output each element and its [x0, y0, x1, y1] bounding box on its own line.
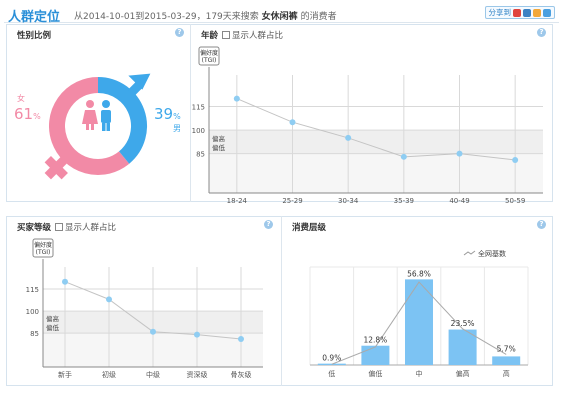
high-label: 偏高	[212, 134, 226, 143]
x-tick-label: 40-49	[449, 197, 469, 203]
x-tick-label: 中	[416, 369, 423, 378]
x-tick-label: 25-29	[282, 197, 302, 203]
y-tick-label: 100	[26, 308, 39, 316]
x-tick-label: 偏低	[368, 369, 382, 378]
tgi-axis-label: 偏好度	[200, 49, 218, 57]
tgi-axis-label: (TGI)	[36, 249, 51, 256]
y-tick-label: 100	[192, 127, 205, 135]
male-ring	[97, 77, 147, 164]
x-tick-label: 资深级	[187, 370, 208, 379]
low-label: 偏低	[46, 323, 60, 332]
female-ring	[49, 77, 130, 175]
legend: 全网基数	[463, 249, 506, 258]
data-point[interactable]	[400, 153, 407, 160]
help-icon[interactable]: ?	[264, 220, 273, 229]
tgi-axis-label: 偏好度	[34, 241, 52, 249]
bar-value-label: 23.5%	[451, 319, 475, 328]
tencent-weibo-icon[interactable]	[533, 8, 541, 17]
bar-value-label: 5.7%	[497, 344, 516, 353]
data-point[interactable]	[62, 278, 68, 285]
bar-value-label: 12.8%	[363, 336, 387, 345]
gender-panel: 性别比例 ? 女 61% 39% 男	[6, 24, 190, 202]
tgi-normal-band	[209, 130, 543, 154]
page-title: 人群定位	[8, 10, 61, 25]
help-icon[interactable]: ?	[537, 28, 546, 37]
female-person-icon	[82, 100, 98, 130]
legend-line-icon	[463, 250, 476, 256]
y-tick-label: 85	[30, 330, 39, 338]
y-tick-label: 115	[26, 286, 39, 294]
y-tick-label: 115	[192, 103, 205, 111]
help-icon[interactable]: ?	[537, 220, 546, 229]
legend-label: 全网基数	[478, 249, 506, 258]
share-bar[interactable]: 分享到	[484, 6, 555, 19]
bar[interactable]	[361, 345, 390, 365]
x-tick-label: 低	[328, 369, 335, 378]
share-label: 分享到	[488, 8, 512, 17]
female-cross-icon	[44, 156, 68, 180]
x-tick-label: 偏高	[456, 369, 470, 378]
bar[interactable]	[405, 279, 433, 365]
buyer-level-panel: 买家等级 显示人群占比 ? 85 100 115 偏好度 (TGI) 偏高 偏低新手 初级 中级 资…	[6, 216, 281, 386]
male-arrow-icon	[128, 73, 151, 96]
data-point[interactable]	[456, 150, 463, 157]
data-point[interactable]	[512, 156, 519, 163]
consumption-panel-title: 消费层级	[292, 223, 327, 233]
bar-value-label: 56.8%	[407, 269, 431, 278]
consumption-panel: 消费层级 ? 0.9% 12.8% 56.8% 23.5% 5.7% 低 偏低 中 偏高 高 全网基…	[282, 216, 553, 386]
male-person-icon	[101, 100, 111, 131]
baseline-line	[331, 281, 507, 365]
weibo-icon[interactable]	[513, 8, 521, 17]
buyer-show-ratio-checkbox[interactable]: 显示人群占比	[55, 223, 116, 233]
x-tick-label: 35-39	[394, 197, 414, 203]
female-value: 61%	[14, 105, 41, 123]
tgi-label-box	[32, 238, 54, 258]
age-panel-title: 年龄 显示人群占比	[201, 31, 284, 41]
consumption-bar-chart: 0.9% 12.8% 56.8% 23.5% 5.7% 低 偏低 中 偏高 高 全网基数	[309, 249, 529, 378]
data-point[interactable]	[289, 119, 296, 126]
search-keyword: 女休闲裤	[261, 12, 298, 22]
page-description: 从2014-10-01到2015-03-29，179天来搜索 女休闲裤 的消费者	[74, 12, 337, 22]
low-label: 偏低	[212, 143, 226, 152]
gender-panel-title: 性别比例	[17, 31, 52, 41]
bar[interactable]	[492, 356, 521, 365]
male-value: 39%	[154, 105, 181, 123]
y-tick-label: 85	[196, 151, 205, 159]
x-tick-label: 骨灰级	[231, 370, 252, 379]
tgi-line	[236, 98, 516, 161]
renren-icon[interactable]	[543, 8, 551, 17]
age-show-ratio-checkbox[interactable]: 显示人群占比	[222, 31, 283, 41]
page-header: 人群定位 从2014-10-01到2015-03-29，179天来搜索 女休闲裤…	[4, 3, 559, 25]
bar[interactable]	[448, 329, 477, 365]
gender-chart: 女 61% 39% 男	[14, 73, 181, 180]
high-label: 偏高	[46, 314, 60, 323]
data-point[interactable]	[233, 95, 240, 102]
x-tick-label: 30-34	[338, 197, 359, 203]
bar[interactable]	[317, 363, 346, 365]
data-point[interactable]	[194, 331, 200, 338]
help-icon[interactable]: ?	[175, 28, 184, 37]
x-tick-label: 50-59	[505, 197, 525, 203]
bar-value-label: 0.9%	[322, 354, 341, 363]
male-label: 男	[173, 124, 181, 133]
data-point[interactable]	[238, 336, 244, 343]
data-point[interactable]	[345, 134, 352, 141]
tgi-label-box	[198, 46, 220, 66]
qzone-icon[interactable]	[523, 8, 531, 17]
age-panel: 年龄 显示人群占比 ? 85 100 115 偏好度 (TGI) 偏高 偏低 18-24 25-2…	[191, 24, 553, 203]
data-point[interactable]	[150, 328, 156, 335]
tgi-axis-label: (TGI)	[202, 57, 217, 64]
x-tick-label: 初级	[102, 370, 116, 379]
female-label: 女	[17, 93, 25, 103]
data-point[interactable]	[106, 296, 112, 303]
x-tick-label: 高	[503, 369, 510, 378]
tgi-low-band	[209, 153, 543, 193]
x-tick-label: 新手	[58, 370, 72, 379]
x-tick-label: 18-24	[227, 197, 248, 203]
x-tick-label: 中级	[146, 370, 160, 379]
buyer-level-panel-title: 买家等级 显示人群占比	[17, 223, 117, 233]
